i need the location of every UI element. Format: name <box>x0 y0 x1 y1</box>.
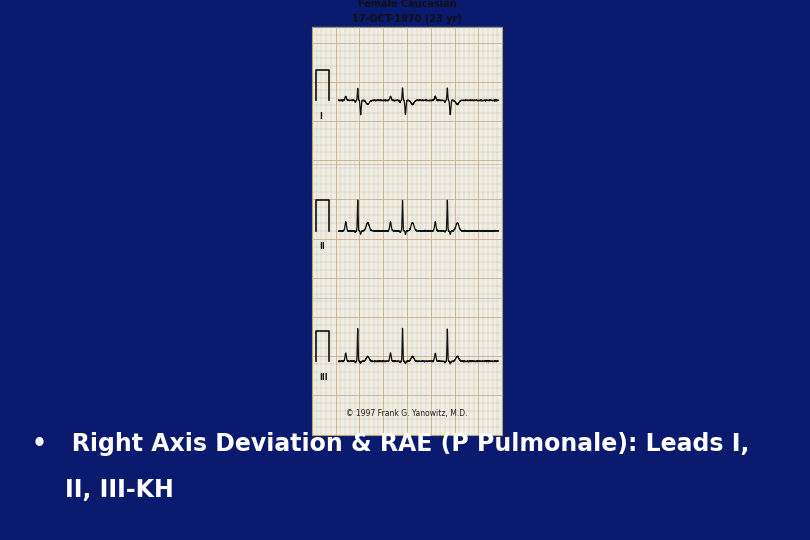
Text: III: III <box>320 373 328 382</box>
Text: © 1997 Frank G. Yanowitz, M.D.: © 1997 Frank G. Yanowitz, M.D. <box>346 409 468 418</box>
Text: Female Caucasian: Female Caucasian <box>358 0 456 9</box>
Text: II, III-KH: II, III-KH <box>32 478 174 502</box>
Text: I: I <box>320 112 322 121</box>
Text: •   Right Axis Deviation & RAE (P Pulmonale): Leads I,: • Right Axis Deviation & RAE (P Pulmonal… <box>32 433 750 456</box>
Text: 17-OCT-1970 (23 yr): 17-OCT-1970 (23 yr) <box>352 14 462 24</box>
Text: II: II <box>320 242 326 251</box>
Bar <box>312 27 502 435</box>
